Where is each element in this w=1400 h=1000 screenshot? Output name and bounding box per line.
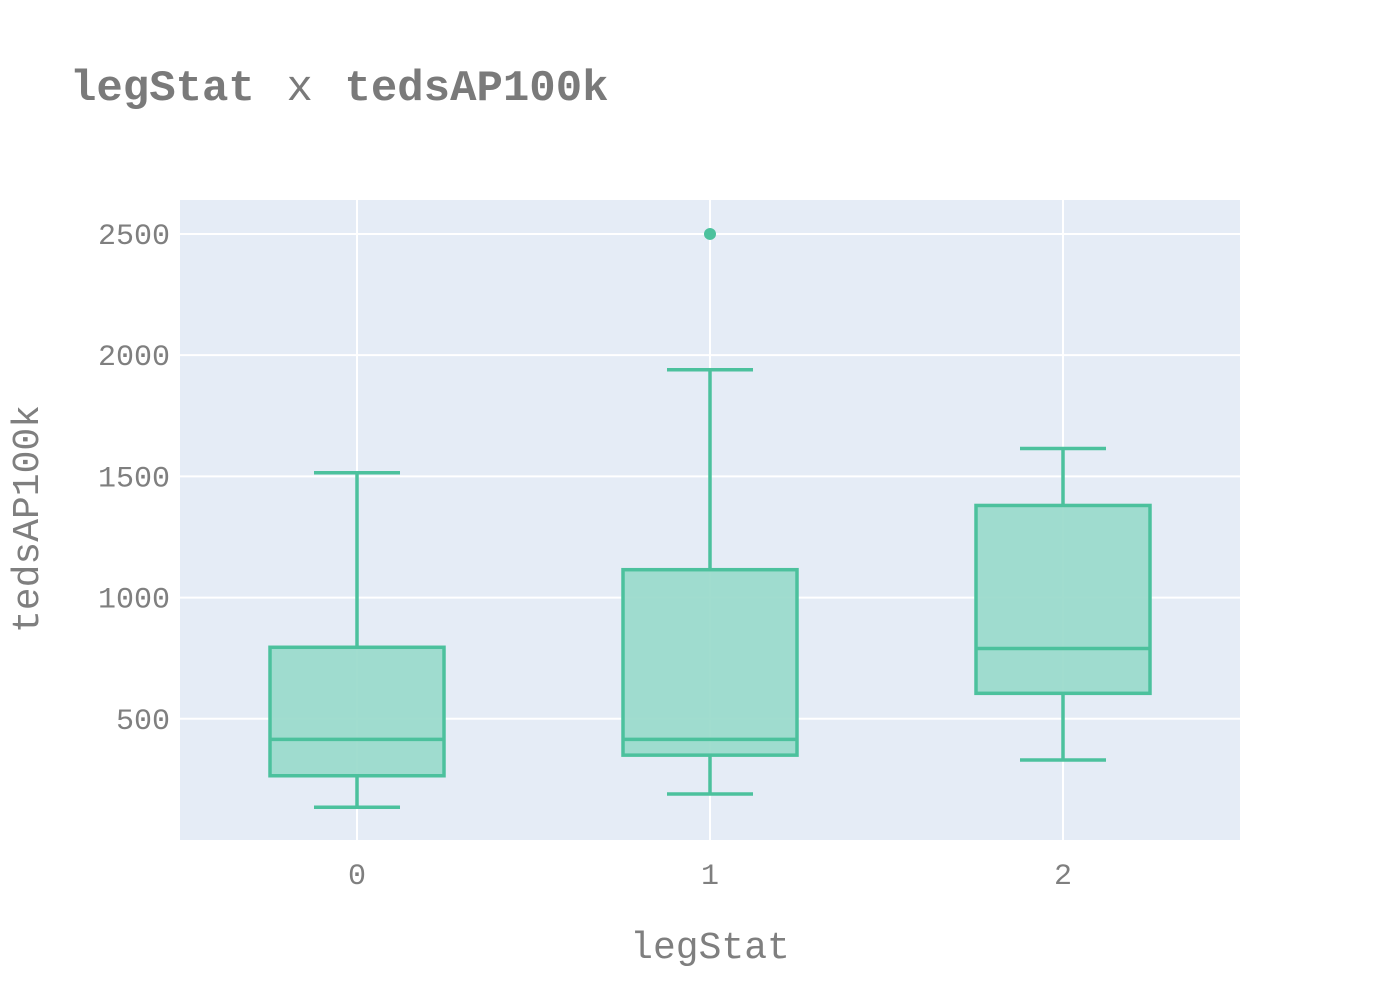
outlier-point [704, 227, 716, 240]
x-tick-label: 2 [1054, 860, 1072, 894]
chart-title-right: tedsAP100k [344, 64, 608, 114]
y-tick-labels: 500 1000 1500 2000 2500 [98, 220, 170, 739]
chart-title-left: legStat [70, 64, 255, 114]
y-tick-label: 2500 [98, 220, 170, 254]
x-tick-label: 1 [701, 860, 719, 894]
y-tick-label: 1000 [98, 584, 170, 618]
iqr-box [268, 645, 446, 778]
y-tick-label: 2000 [98, 341, 170, 375]
iqr-box [974, 503, 1152, 696]
x-axis-title: legStat [630, 927, 790, 970]
y-axis-title: tedsAP100k [7, 405, 50, 633]
x-tick-labels: 0 1 2 [348, 860, 1072, 894]
y-tick-label: 1500 [98, 462, 170, 496]
iqr-box [621, 567, 799, 757]
x-tick-label: 0 [348, 860, 366, 894]
chart-title: legStat x tedsAP100k [70, 64, 609, 114]
chart-title-separator: x [286, 64, 312, 114]
box-1 [621, 227, 799, 796]
y-tick-label: 500 [116, 705, 170, 739]
box-0 [268, 470, 446, 810]
box-2 [974, 446, 1152, 762]
box-series [268, 227, 1152, 810]
